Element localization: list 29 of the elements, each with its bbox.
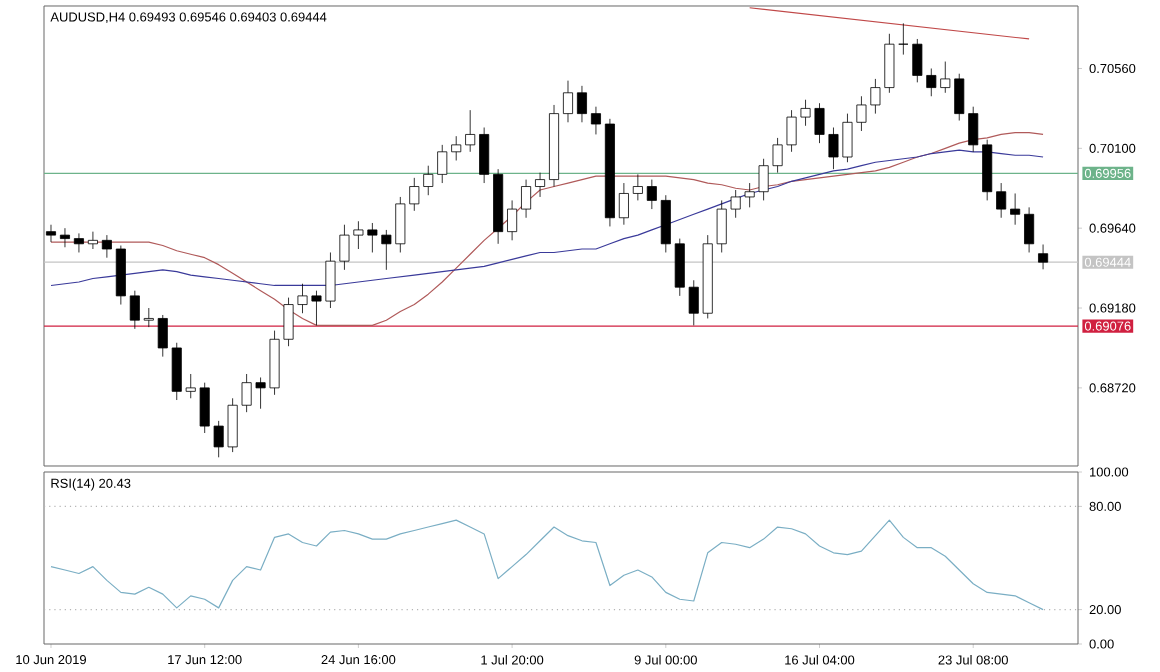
candlestick (562, 80, 573, 123)
candlestick (590, 106, 601, 135)
candlestick (465, 109, 476, 153)
line-series (50, 519, 1044, 611)
candlestick (646, 179, 657, 210)
candlestick (143, 307, 154, 328)
candlestick (996, 182, 1007, 219)
candlestick (576, 85, 587, 123)
candlestick (1024, 206, 1035, 253)
candlestick (618, 182, 629, 226)
candlestick (660, 194, 671, 253)
candlestick (535, 172, 546, 198)
candlestick (521, 179, 532, 219)
candlestick (632, 173, 643, 201)
candlestick (101, 234, 112, 259)
candlestick (1038, 244, 1049, 270)
candlestick (479, 127, 490, 184)
candlestick (73, 232, 84, 253)
candlestick (968, 106, 979, 153)
candlestick (115, 245, 126, 305)
candlestick (507, 200, 518, 241)
candlestick (898, 22, 909, 55)
candlestick (982, 139, 993, 201)
candlestick (59, 227, 70, 248)
candlestick (45, 224, 56, 243)
candlestick (129, 290, 140, 330)
candlestick (1010, 193, 1021, 226)
candlestick (451, 135, 462, 161)
candlestick (87, 231, 98, 250)
